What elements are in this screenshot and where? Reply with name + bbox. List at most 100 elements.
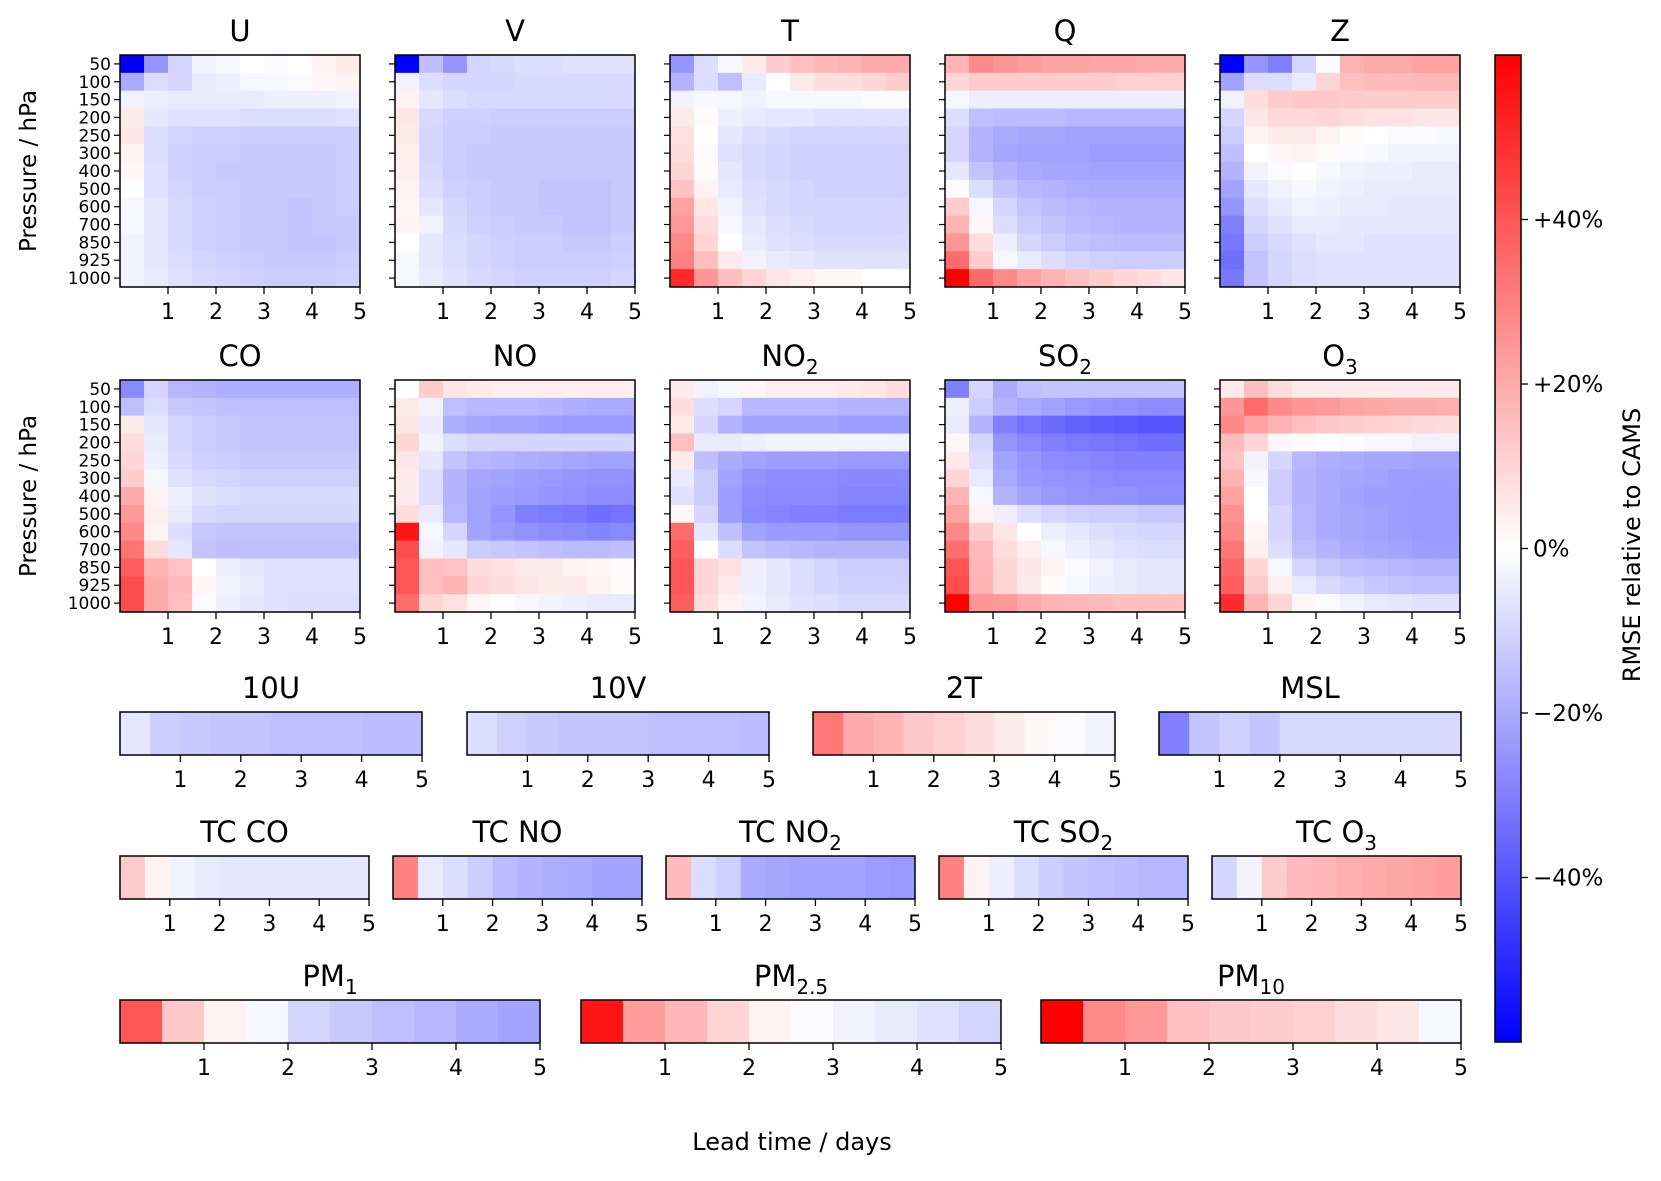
heatmap-cell	[1340, 522, 1365, 542]
heatmap-cell	[670, 540, 695, 559]
heatmap-cell	[563, 594, 588, 613]
heatmap-cell	[618, 712, 649, 755]
heatmap-cell	[288, 522, 313, 542]
heatmap-cell	[120, 1000, 163, 1043]
heatmap-cell	[611, 433, 636, 452]
heatmap-cell	[1137, 558, 1162, 577]
heatmap-cell	[886, 144, 911, 163]
heatmap-cell	[264, 90, 289, 109]
pm-panel-xtick-label: 5	[994, 1056, 1008, 1081]
heatmap-cell	[1244, 55, 1269, 74]
heatmap-cell	[168, 576, 193, 595]
heatmap-cell	[216, 522, 241, 542]
pm-panel-xtick-label: 5	[533, 1056, 547, 1081]
heatmap-cell	[1388, 269, 1413, 288]
heatmap-cell	[391, 712, 423, 755]
profile-xtick-label: 4	[855, 300, 869, 325]
ytick-label: 250	[79, 126, 111, 146]
heatmap-cell	[1411, 856, 1437, 899]
heatmap-cell	[862, 415, 887, 434]
heatmap-cell	[587, 540, 612, 559]
heatmap-cell	[813, 712, 844, 755]
heatmap-cell	[539, 251, 564, 270]
heatmap-cell	[865, 856, 891, 899]
heatmap-cell	[443, 90, 468, 109]
heatmap-cell	[467, 251, 492, 270]
heatmap-cell	[312, 433, 337, 452]
heatmap-cell	[395, 415, 420, 434]
heatmap-cell	[766, 451, 791, 470]
heatmap-cell	[611, 487, 636, 506]
heatmap-cell	[144, 269, 169, 288]
heatmap-cell	[395, 540, 420, 559]
heatmap-cell	[240, 162, 265, 181]
heatmap-cell	[1089, 380, 1114, 399]
heatmap-cell	[1292, 215, 1317, 234]
heatmap-cell	[1138, 856, 1164, 899]
heatmap-cell	[240, 594, 265, 613]
heatmap-cell	[694, 144, 719, 163]
heatmap-cell	[945, 576, 970, 595]
heatmap-cell	[1430, 712, 1462, 755]
heatmap-cell	[1220, 144, 1245, 163]
heatmap-cell	[1268, 126, 1293, 145]
pm-panel-xtick-label: 4	[449, 1056, 463, 1081]
heatmap-cell	[192, 108, 217, 127]
heatmap-cell	[790, 594, 815, 613]
heatmap-cell	[144, 251, 169, 270]
heatmap-cell	[1244, 415, 1269, 434]
heatmap-cell	[301, 712, 332, 755]
heatmap-cell	[1167, 1000, 1210, 1043]
heatmap-cell	[419, 380, 444, 399]
heatmap-cell	[1316, 558, 1341, 577]
heatmap-cell	[1161, 397, 1186, 417]
panel-frame	[1158, 711, 1462, 756]
heatmap-cell	[169, 856, 196, 899]
heatmap-cell	[216, 576, 241, 595]
heatmap-cell	[670, 233, 695, 252]
ytick-label: 100	[79, 73, 111, 93]
heatmap-cell	[1412, 215, 1437, 234]
heatmap-cell	[945, 433, 970, 452]
heatmap-cell	[395, 90, 420, 109]
heatmap-cell	[288, 558, 313, 577]
profile-xtick-label: 1	[161, 300, 175, 325]
heatmap-cell	[814, 433, 839, 452]
heatmap-cell	[1220, 594, 1245, 613]
heatmap-cell	[814, 504, 839, 524]
heatmap-cell	[766, 487, 791, 506]
heatmap-cell	[838, 108, 863, 127]
heatmap-cell	[1364, 179, 1389, 199]
heatmap-cell	[1137, 179, 1162, 199]
profile-xtick-label: 5	[1453, 625, 1467, 650]
profile-xtick-label: 5	[903, 625, 917, 650]
heatmap-cell	[1268, 522, 1293, 542]
heatmap-cell	[1220, 433, 1245, 452]
heatmap-cell	[1089, 594, 1114, 613]
heatmap-cell	[694, 487, 719, 506]
heatmap-cell	[814, 144, 839, 163]
heatmap-cell	[1065, 55, 1090, 74]
heatmap-cell	[491, 487, 516, 506]
heatmap-cell	[587, 126, 612, 145]
heatmap-cell	[718, 380, 743, 399]
heatmap-cell	[288, 179, 313, 199]
panel-title: CO	[218, 339, 261, 373]
heatmap-cell	[395, 433, 420, 452]
heatmap-cell	[862, 179, 887, 199]
heatmap-cell	[1388, 522, 1413, 542]
heatmap-cell	[1388, 504, 1413, 524]
heatmap-cell	[395, 594, 420, 613]
heatmap-cell	[1065, 540, 1090, 559]
heatmap-cell	[288, 487, 313, 506]
heatmap-cell	[1089, 504, 1114, 524]
colorbar-tick-label: +20%	[1533, 372, 1603, 398]
heatmap-cell	[312, 504, 337, 524]
heatmap-cell	[790, 487, 815, 506]
profile-xtick-label: 5	[353, 300, 367, 325]
heatmap-cell	[312, 126, 337, 145]
heatmap-cell	[939, 856, 965, 899]
heatmap-cell	[1041, 108, 1066, 127]
heatmap-cell	[1388, 162, 1413, 181]
heatmap-cell	[742, 469, 767, 488]
